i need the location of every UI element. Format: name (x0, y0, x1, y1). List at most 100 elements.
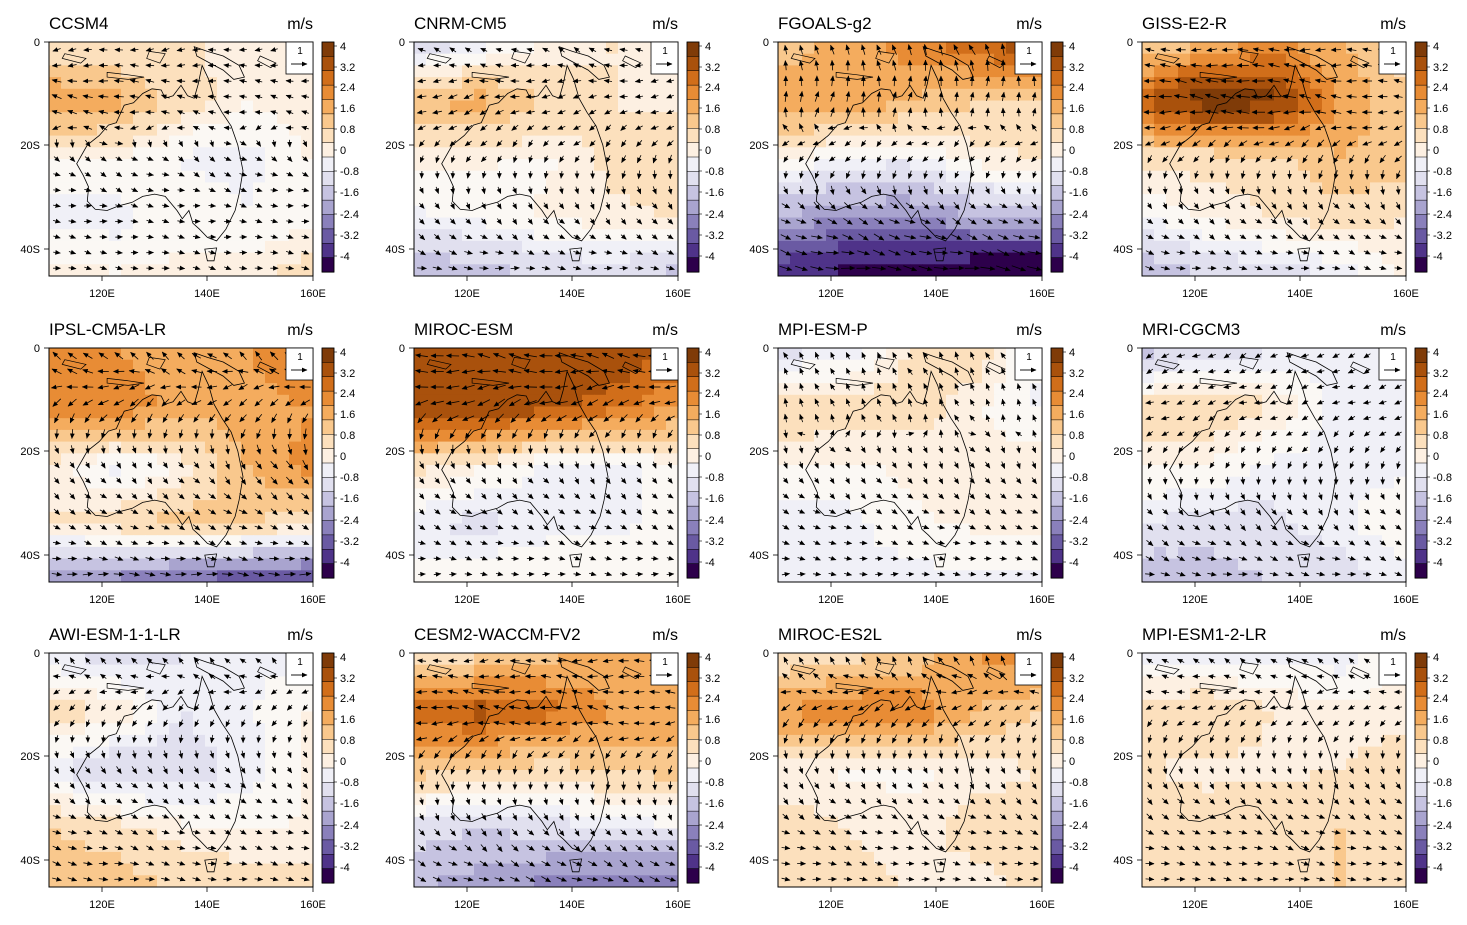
field-cell (982, 112, 995, 125)
field-cell (510, 523, 523, 536)
field-cell (1166, 240, 1179, 254)
field-cell (1310, 229, 1323, 242)
field-cell (181, 348, 194, 361)
field-cell (253, 264, 266, 276)
field-cell (1154, 217, 1167, 230)
field-cell (1030, 135, 1042, 148)
field-cell (654, 88, 667, 102)
colorbar: 43.22.41.60.80-0.8-1.6-2.4-3.2-4 (1414, 41, 1452, 273)
field-cell (558, 205, 571, 219)
field-cell (438, 100, 451, 113)
field-cell (289, 264, 302, 276)
field-cell (145, 252, 158, 265)
field-cell (486, 112, 499, 125)
colorbar-swatch (686, 448, 700, 464)
field-cell (802, 229, 815, 242)
field-cell (169, 240, 182, 254)
field-cell (838, 264, 851, 276)
field-cell (450, 418, 463, 431)
field-cell (265, 488, 278, 501)
field-cell (61, 100, 74, 113)
field-cell (97, 511, 110, 525)
y-tick-label: 0 (399, 343, 405, 355)
field-cell (618, 88, 631, 102)
field-cell (205, 123, 218, 137)
field-cell (534, 42, 547, 55)
wind-arrow (84, 249, 92, 255)
field-cell (1178, 112, 1191, 125)
field-cell (438, 205, 451, 219)
field-cell (802, 88, 815, 102)
field-cell (1142, 170, 1155, 183)
field-cell (862, 406, 875, 419)
field-cell (121, 418, 134, 431)
wind-arrow (52, 47, 61, 52)
field-cell (1394, 205, 1406, 219)
field-cell (49, 558, 62, 571)
field-cell (73, 500, 86, 513)
field-cell (265, 205, 278, 219)
field-cell (1310, 194, 1323, 207)
wind-arrow (238, 63, 247, 68)
wind-arrow (238, 47, 247, 53)
field-cell (157, 558, 170, 571)
field-cell (277, 88, 290, 102)
field-cell (1214, 252, 1227, 265)
field-cell (982, 65, 995, 78)
colorbar-label: 4 (340, 347, 346, 359)
field-cell (301, 406, 313, 419)
field-cell (145, 523, 158, 536)
field-cell (958, 112, 971, 125)
field-cell (181, 159, 194, 172)
field-cell (277, 170, 290, 183)
field-cell (510, 65, 523, 78)
field-cell (666, 394, 678, 408)
field-cell (169, 406, 182, 419)
field-cell (193, 194, 206, 207)
field-cell (630, 359, 643, 372)
field-cell (1370, 170, 1383, 183)
field-cell (534, 65, 547, 78)
field-cell (193, 123, 206, 137)
field-cell (157, 123, 170, 137)
field-cell (1190, 77, 1203, 90)
wind-arrow (176, 78, 186, 84)
field-cell (1370, 123, 1383, 137)
field-cell (534, 570, 547, 582)
wind-arrow (255, 140, 262, 147)
field-cell (1226, 77, 1239, 90)
field-cell (1394, 147, 1406, 160)
field-cell (850, 465, 863, 478)
field-cell (874, 65, 887, 78)
field-cell (450, 65, 463, 78)
wind-arrow (224, 187, 232, 193)
field-cell (1190, 252, 1203, 265)
wind-arrow (271, 139, 277, 148)
field-cell (1358, 264, 1371, 276)
field-cell (922, 500, 935, 513)
field-cell (289, 488, 302, 501)
field-cell (778, 112, 791, 125)
reference-vector: 1 (650, 347, 679, 381)
field-cell (462, 77, 475, 90)
field-cell (1370, 159, 1383, 172)
field-cell (145, 383, 158, 396)
field-cell (790, 511, 803, 525)
field-cell (450, 535, 463, 548)
field-cell (301, 147, 313, 160)
field-cell (217, 511, 230, 525)
colorbar-swatch (321, 228, 335, 244)
wind-arrow (129, 63, 139, 68)
field-cell (618, 511, 631, 525)
field-cell (898, 511, 911, 525)
field-cell (522, 135, 535, 148)
field-cell (642, 558, 655, 571)
field-cell (241, 546, 254, 560)
field-cell (277, 465, 290, 478)
field-cell (1334, 217, 1347, 230)
field-cell (654, 194, 667, 207)
field-cell (862, 205, 875, 219)
field-cell (642, 147, 655, 160)
colorbar-label: 1.6 (1069, 103, 1084, 115)
reference-vector: 1 (285, 41, 314, 75)
